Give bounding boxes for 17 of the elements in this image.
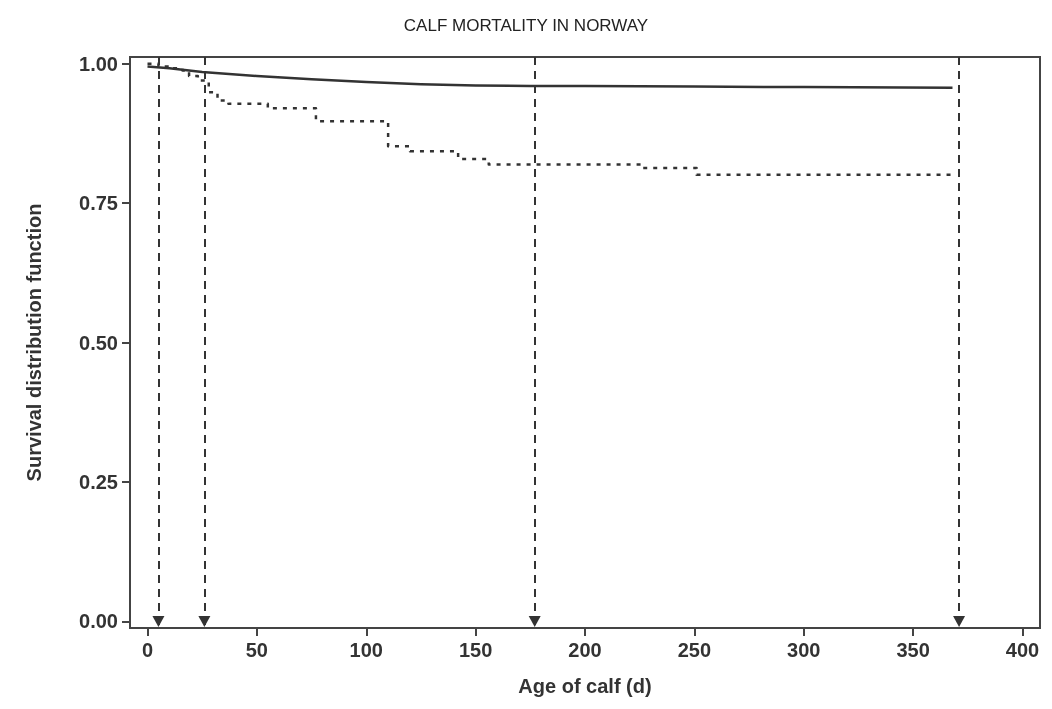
x-axis-title: Age of calf (d) [518,675,652,697]
x-tick-label: 150 [458,639,493,661]
y-axis-title: Survival distribution function [23,203,45,482]
x-tick-label: 250 [677,639,712,661]
y-tick-label: 1.00 [79,52,118,75]
y-tick-label: 0.25 [79,470,118,493]
y-tick-label: 0.50 [79,331,118,354]
x-tick-label: 400 [1005,639,1040,661]
x-tick-label: 350 [896,639,930,661]
x-tick-label: 100 [349,639,383,661]
y-tick-label: 0.75 [79,192,118,215]
y-tick-label: 0.00 [79,610,118,633]
x-tick-label: 300 [787,639,821,661]
chart-title: CALF MORTALITY IN NORWAY [403,16,649,35]
x-tick-label: 50 [245,639,268,661]
x-tick-label: 200 [568,639,602,661]
x-tick-label: 0 [141,639,154,661]
